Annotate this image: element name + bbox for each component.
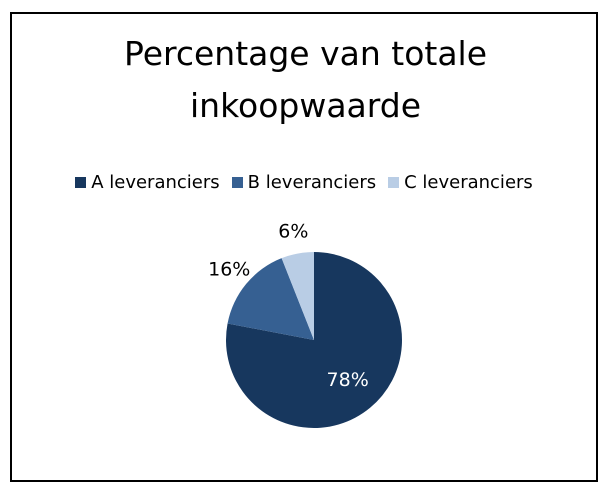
pie-slice <box>225 252 402 428</box>
pie-slice <box>227 258 314 340</box>
legend-swatch <box>388 177 400 188</box>
pie-slice <box>281 252 314 340</box>
legend-item: C leveranciers <box>388 172 533 193</box>
legend: A leveranciers B leveranciers C leverancie… <box>12 172 596 193</box>
legend-label: C leveranciers <box>404 172 533 193</box>
legend-label: A leveranciers <box>91 172 220 193</box>
legend-item: B leveranciers <box>231 172 377 193</box>
legend-swatch <box>75 177 87 188</box>
chart: 78% 16% 6% <box>208 220 402 428</box>
chart-title: Percentage van totale inkoopwaarde <box>123 34 488 125</box>
data-label: 6% <box>278 220 308 242</box>
legend-label: B leveranciers <box>247 172 377 193</box>
data-label: 78% <box>327 369 369 391</box>
page: {"chart_data": {"type": "pie", "title": … <box>10 12 598 482</box>
legend-item: A leveranciers <box>75 172 220 193</box>
data-label: 16% <box>208 258 250 280</box>
legend-swatch <box>231 177 243 188</box>
